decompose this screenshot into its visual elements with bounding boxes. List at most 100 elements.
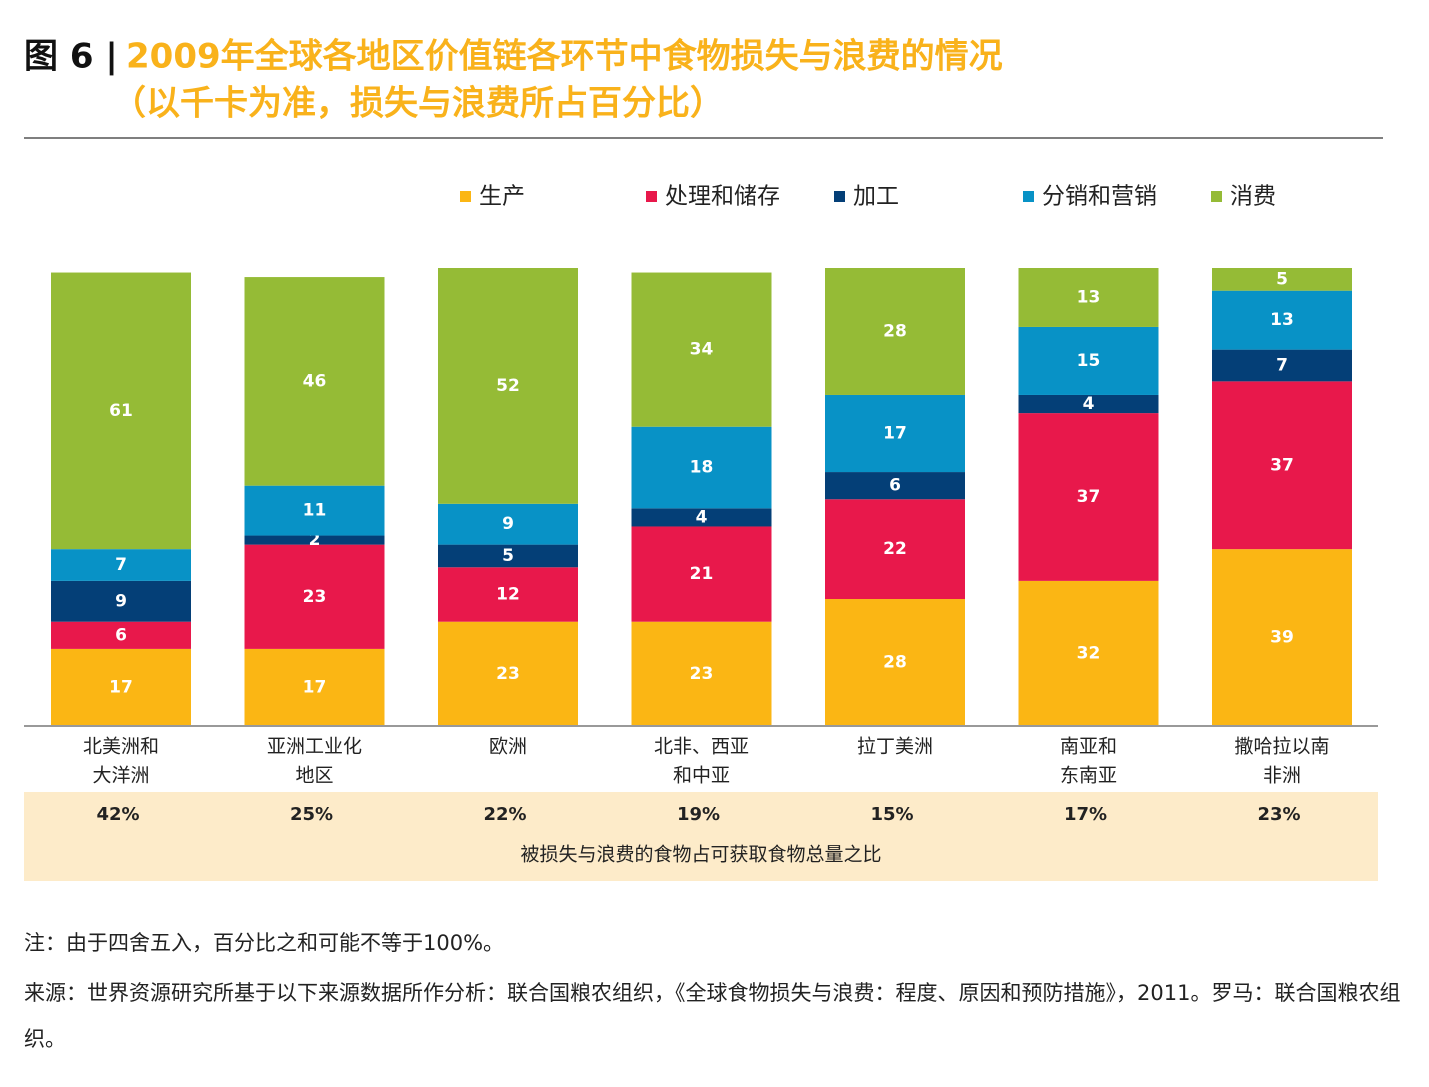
bar-segment — [1212, 549, 1352, 726]
total-label: 22% — [483, 804, 526, 825]
data-label: 61 — [109, 401, 133, 421]
data-label: 4 — [696, 507, 708, 527]
data-label: 23 — [690, 664, 714, 684]
data-label: 23 — [303, 587, 327, 607]
data-label: 34 — [690, 340, 714, 360]
bar-segment — [244, 535, 385, 545]
bar-segment — [438, 621, 578, 726]
x-tick-label: 南亚和 — [1060, 736, 1117, 758]
x-tick-label: 北非、西亚 — [654, 736, 749, 758]
data-label: 46 — [303, 371, 327, 391]
data-label: 18 — [690, 458, 714, 478]
data-label: 7 — [115, 555, 127, 575]
legend-swatch — [1211, 191, 1222, 202]
chart-subtitle: （以千卡为准，损失与浪费所占百分比） — [112, 84, 724, 124]
data-label: 15 — [1077, 351, 1101, 371]
data-label: 17 — [883, 424, 907, 444]
bar-segment — [631, 621, 772, 726]
bar-segment — [1018, 413, 1159, 581]
data-label: 37 — [1077, 487, 1101, 507]
x-tick-label: 大洋洲 — [92, 765, 149, 787]
total-label: 25% — [290, 804, 333, 825]
bar-segment — [825, 394, 965, 473]
data-label: 13 — [1077, 287, 1101, 307]
bar-segment — [244, 648, 385, 726]
legend-label: 生产 — [479, 184, 525, 210]
bar-segment — [51, 580, 191, 622]
total-label: 42% — [96, 804, 139, 825]
bar-segment — [438, 268, 578, 504]
x-tick-label: 非洲 — [1263, 765, 1301, 787]
total-label: 23% — [1257, 804, 1300, 825]
source: 来源：世界资源研究所基于以下来源数据所作分析：联合国粮农组织，《全球食物损失与浪… — [24, 981, 1401, 1051]
bar-segment — [51, 621, 191, 649]
data-label: 21 — [690, 564, 714, 584]
bar-segment — [244, 277, 385, 486]
x-tick-label: 东南亚 — [1060, 765, 1117, 787]
bar-segment — [631, 426, 772, 509]
data-label: 11 — [303, 501, 327, 521]
legend-label: 分销和营销 — [1042, 184, 1157, 210]
legend-swatch — [460, 191, 471, 202]
data-label: 2 — [309, 530, 321, 550]
data-label: 37 — [1270, 455, 1294, 475]
x-tick-label: 北美洲和 — [83, 736, 159, 758]
data-label: 17 — [109, 677, 133, 697]
chart-title: 2009年全球各地区价值链各环节中食物损失与浪费的情况 — [126, 37, 1003, 77]
data-label: 9 — [502, 514, 514, 534]
legend-label: 消费 — [1230, 184, 1276, 210]
bar-segment — [825, 499, 965, 600]
data-label: 32 — [1077, 643, 1101, 663]
bar-segment — [1018, 268, 1159, 327]
data-label: 6 — [115, 625, 127, 645]
x-tick-label: 地区 — [295, 765, 333, 787]
total-label: 15% — [870, 804, 913, 825]
bar-segment — [438, 503, 578, 545]
bar-segment — [1212, 381, 1352, 550]
data-label: 5 — [1276, 269, 1288, 289]
bar-segment — [1018, 580, 1159, 726]
bar-segment — [51, 549, 191, 581]
legend-label: 加工 — [853, 184, 899, 210]
legend-swatch — [646, 191, 657, 202]
data-label: 23 — [496, 664, 520, 684]
total-label: 17% — [1064, 804, 1107, 825]
total-label: 19% — [677, 804, 720, 825]
data-label: 52 — [496, 376, 520, 396]
data-label: 7 — [1276, 355, 1288, 375]
bar-segment — [825, 599, 965, 726]
bar-segment — [631, 272, 772, 427]
x-tick-label: 欧洲 — [489, 736, 527, 758]
x-tick-label: 和中亚 — [673, 765, 730, 787]
chart: 图 6 | 2009年全球各地区价值链各环节中食物损失与浪费的情况 （以千卡为准… — [24, 37, 1383, 881]
legend-swatch — [834, 191, 845, 202]
data-label: 17 — [303, 677, 327, 697]
data-label: 13 — [1270, 310, 1294, 330]
x-tick-label: 拉丁美洲 — [857, 736, 933, 758]
data-label: 28 — [883, 321, 907, 341]
totals-label: 被损失与浪费的食物占可获取食物总量之比 — [520, 844, 881, 866]
bar-segment — [1018, 394, 1159, 414]
bar-segment — [1018, 326, 1159, 395]
data-label: 9 — [115, 591, 127, 611]
bar-segment — [631, 526, 772, 622]
bar-segment — [825, 268, 965, 395]
legend-label: 处理和储存 — [665, 184, 780, 210]
data-label: 4 — [1083, 394, 1095, 414]
bar-segment — [1212, 349, 1352, 382]
bar-segment — [51, 648, 191, 726]
bar-segment — [1212, 290, 1352, 350]
bar-segment — [438, 567, 578, 622]
bar-segment — [631, 508, 772, 527]
data-label: 5 — [502, 546, 514, 566]
x-tick-label: 撒哈拉以南 — [1234, 736, 1329, 758]
x-tick-label: 亚洲工业化 — [267, 736, 362, 758]
bar-segment — [825, 472, 965, 500]
bar-segment — [51, 272, 191, 550]
bar-segment — [1212, 268, 1352, 291]
data-label: 39 — [1270, 628, 1294, 648]
data-label: 22 — [883, 539, 907, 559]
bar-segment — [438, 544, 578, 568]
bar-segment — [244, 485, 385, 536]
